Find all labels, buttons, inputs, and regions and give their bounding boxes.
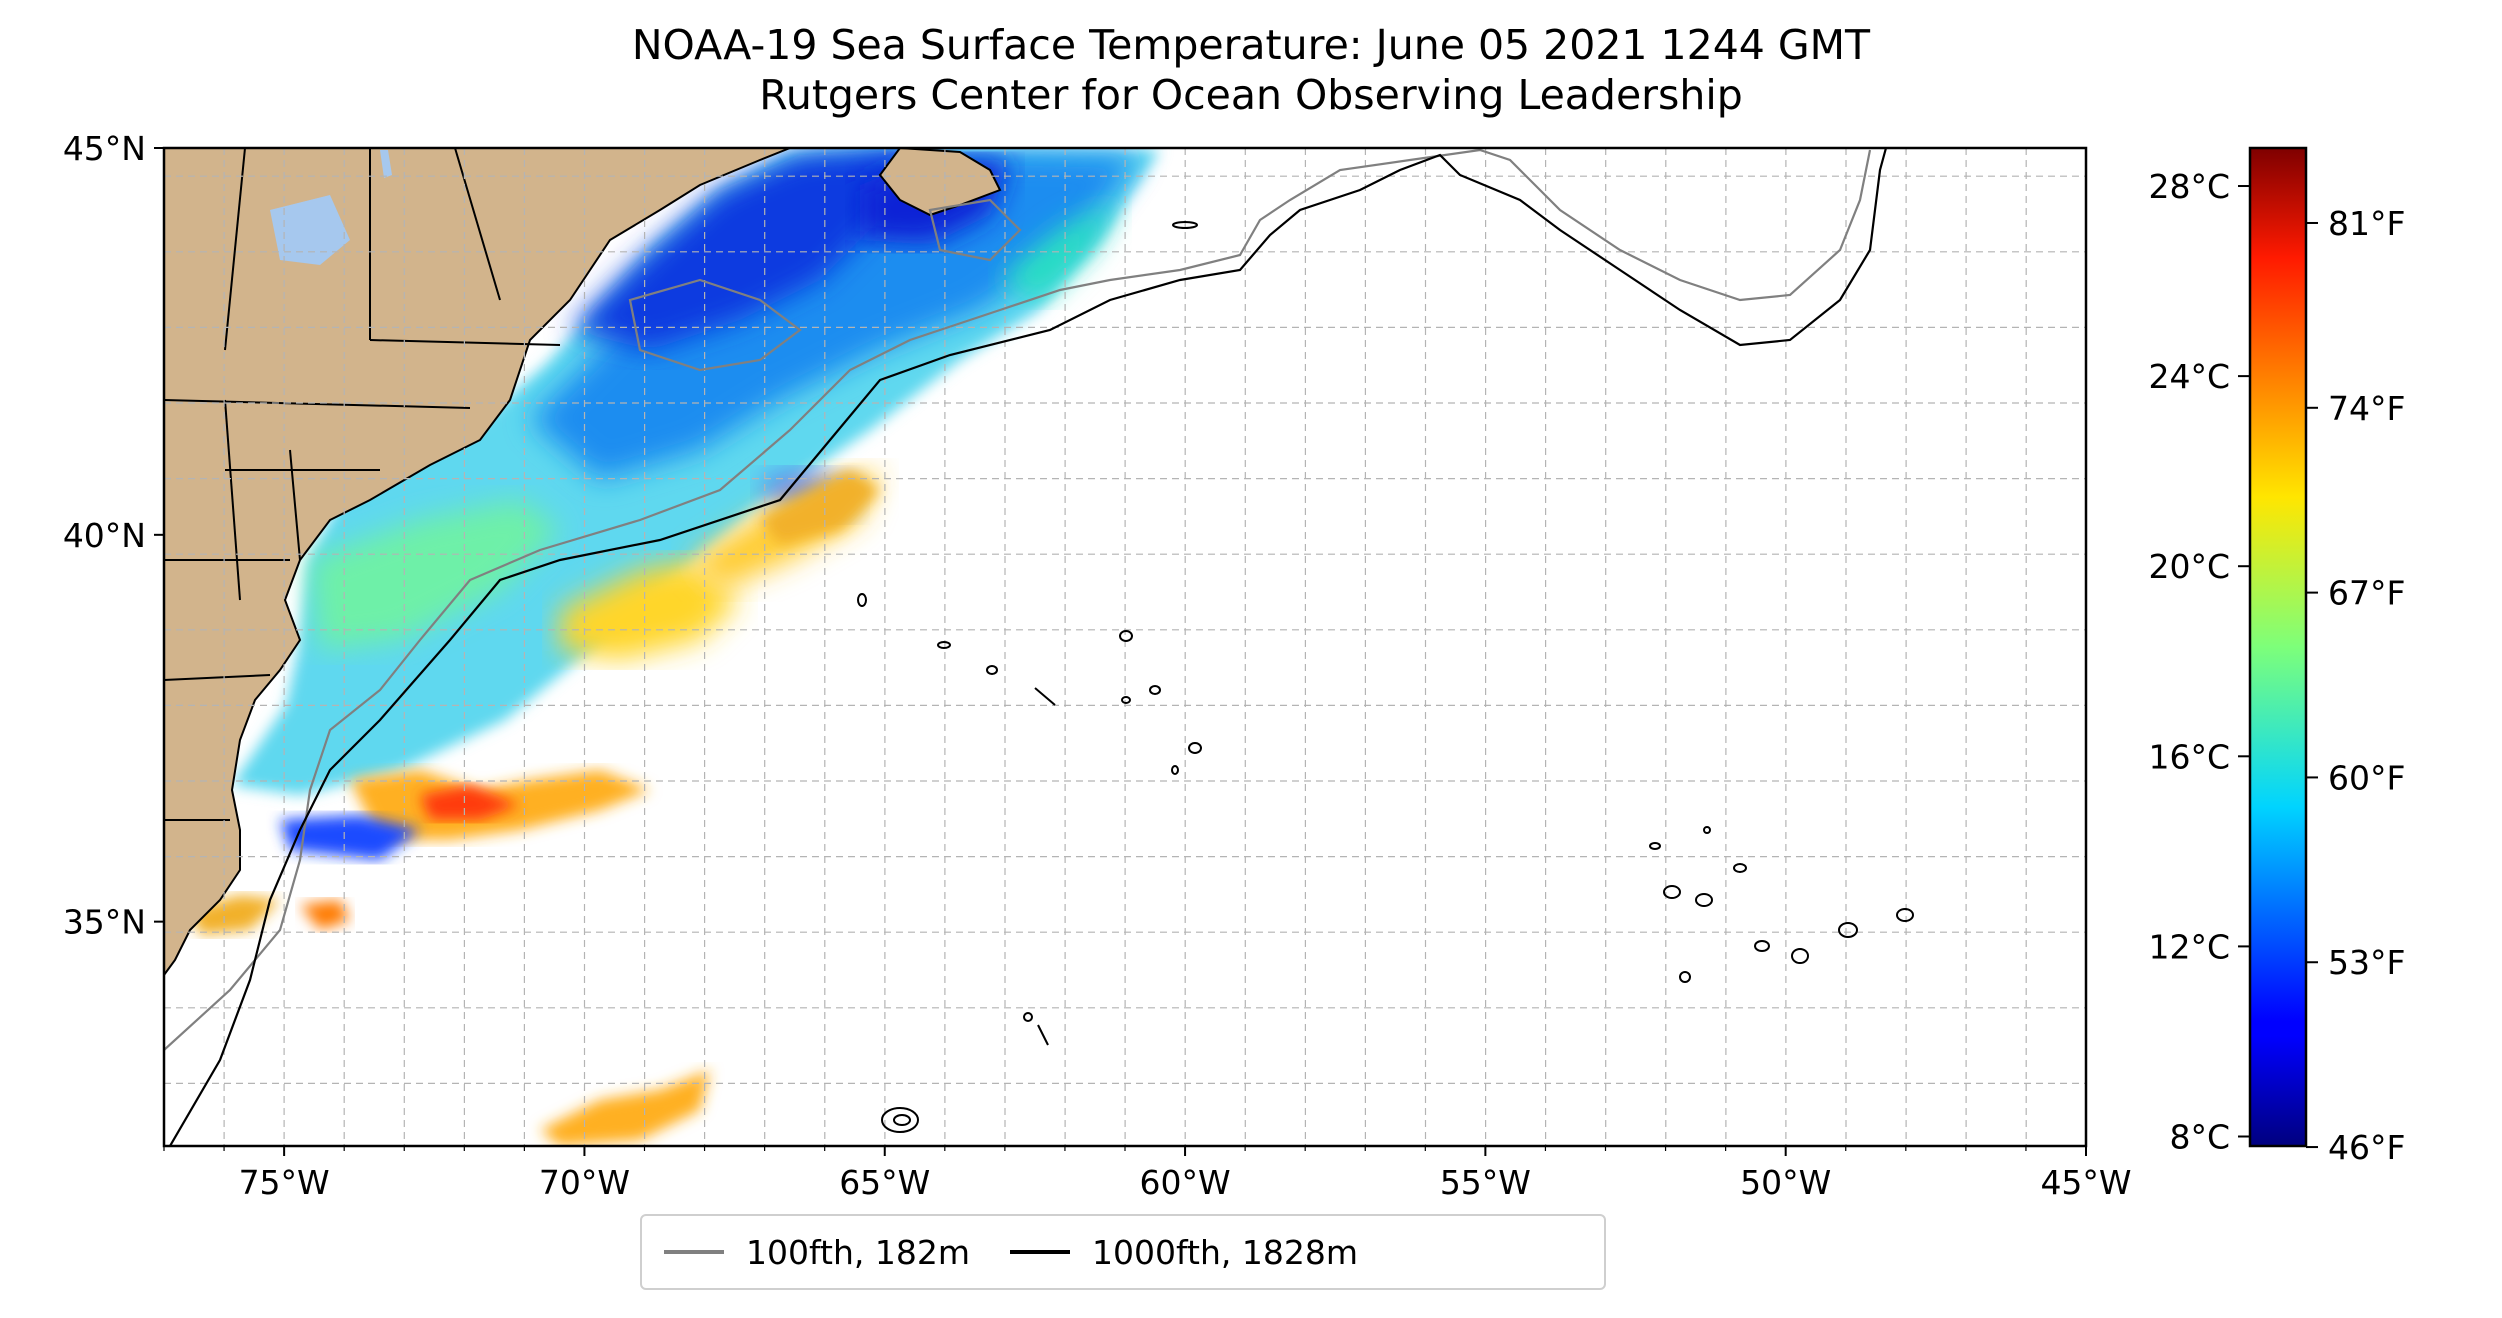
- lon-tick-label: 55°W: [1440, 1163, 1531, 1202]
- fahrenheit-tick-label: 60°F: [2328, 758, 2405, 797]
- seamounts: [857, 221, 1914, 1133]
- isobath-100fth: [164, 148, 1872, 1051]
- celsius-tick-label: 12°C: [2148, 927, 2230, 966]
- lon-tick-label: 45°W: [2040, 1163, 2131, 1202]
- legend-label-1000fth: 1000fth, 1828m: [1092, 1232, 1358, 1272]
- celsius-tick-label: 16°C: [2148, 737, 2230, 776]
- fahrenheit-tick-label: 46°F: [2328, 1128, 2405, 1167]
- land: [164, 148, 1002, 976]
- isobath-1000fth: [169, 148, 1888, 1146]
- legend-item-1000fth: 1000fth, 1828m: [1010, 1233, 1358, 1272]
- lon-tick-label: 70°W: [539, 1163, 630, 1202]
- fahrenheit-tick-label: 67°F: [2328, 574, 2405, 613]
- legend-swatch-100fth: [664, 1250, 724, 1254]
- lon-tick-label: 65°W: [839, 1163, 930, 1202]
- colorbar: 8°C 12°C 16°C 20°C 24°C 28°C 46°F 53°F 60°F 67°F 7…: [2148, 146, 2405, 1167]
- legend-swatch-1000fth: [1010, 1250, 1070, 1254]
- title-line-1: NOAA-19 Sea Surface Temperature: June 05…: [631, 21, 1871, 69]
- gridlines: [164, 148, 2086, 1146]
- map-axis-ticks: 75°W 70°W 65°W 60°W 55°W 50°W 45°W 35°N 40°N 45°N: [63, 129, 2132, 1202]
- lon-tick-label: 60°W: [1140, 1163, 1231, 1202]
- colorbar-gradient: [2250, 148, 2306, 1146]
- celsius-tick-label: 20°C: [2148, 547, 2230, 586]
- fahrenheit-tick-label: 53°F: [2328, 943, 2405, 982]
- colorbar-frame: [2248, 146, 2308, 1148]
- title-line-2: Rutgers Center for Ocean Observing Leade…: [759, 71, 1743, 119]
- celsius-tick-label: 24°C: [2148, 357, 2230, 396]
- lat-tick-label: 40°N: [63, 516, 146, 555]
- legend-item-100fth: 100fth, 182m: [664, 1233, 970, 1272]
- colorbar-ticks: 8°C 12°C 16°C 20°C 24°C 28°C 46°F 53°F 60°F 67°F 7…: [2148, 167, 2405, 1167]
- lat-tick-label: 45°N: [63, 129, 146, 168]
- lon-tick-label: 75°W: [239, 1163, 330, 1202]
- fahrenheit-tick-label: 81°F: [2328, 204, 2405, 243]
- fahrenheit-tick-label: 74°F: [2328, 389, 2405, 428]
- lon-tick-label: 50°W: [1740, 1163, 1831, 1202]
- celsius-tick-label: 28°C: [2148, 167, 2230, 206]
- legend: 100fth, 182m 1000fth, 1828m: [640, 1214, 1606, 1290]
- map-title: NOAA-19 Sea Surface Temperature: June 05…: [0, 20, 2502, 120]
- map-area: [164, 148, 2086, 1146]
- celsius-tick-label: 8°C: [2169, 1117, 2230, 1156]
- legend-label-100fth: 100fth, 182m: [746, 1232, 970, 1272]
- lat-tick-label: 35°N: [63, 903, 146, 942]
